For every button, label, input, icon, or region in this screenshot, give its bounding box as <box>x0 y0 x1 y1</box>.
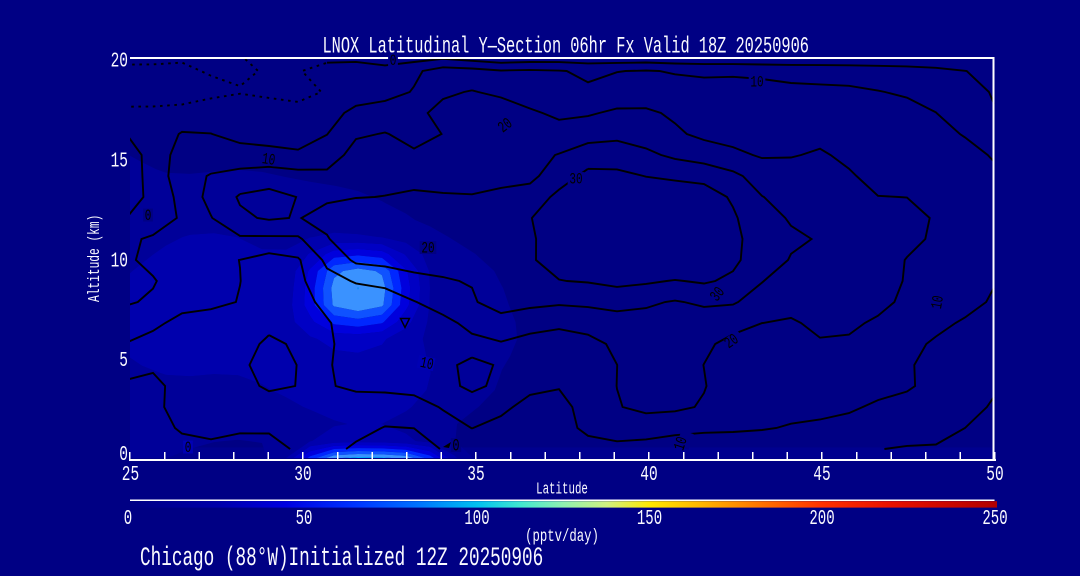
svg-text:10: 10 <box>750 75 763 92</box>
svg-text:15: 15 <box>111 150 128 173</box>
svg-text:0: 0 <box>124 508 132 532</box>
svg-text:25: 25 <box>122 464 139 487</box>
svg-text:40: 40 <box>640 464 657 487</box>
svg-text:45: 45 <box>813 464 830 487</box>
svg-text:10: 10 <box>111 250 128 273</box>
svg-text:(pptv/day): (pptv/day) <box>525 528 599 546</box>
svg-text:0: 0 <box>185 440 192 457</box>
svg-text:50: 50 <box>296 508 313 532</box>
svg-text:50: 50 <box>986 464 1003 487</box>
svg-text:Chicago (88°W)Initialized 12Z: Chicago (88°W)Initialized 12Z 20250906 <box>140 543 543 574</box>
svg-text:150: 150 <box>637 508 662 532</box>
svg-text:30: 30 <box>294 464 311 487</box>
svg-text:LNOX Latitudinal Y—Section 06h: LNOX Latitudinal Y—Section 06hr Fx Valid… <box>323 34 809 60</box>
svg-text:35: 35 <box>467 464 484 487</box>
svg-text:200: 200 <box>809 508 834 532</box>
svg-text:20: 20 <box>111 50 128 73</box>
svg-text:250: 250 <box>982 508 1007 532</box>
svg-text:Latitude: Latitude <box>536 480 588 499</box>
svg-text:0: 0 <box>390 53 397 70</box>
svg-text:Altitude (km): Altitude (km) <box>86 215 105 302</box>
svg-text:30: 30 <box>569 172 582 189</box>
svg-text:10: 10 <box>261 151 276 170</box>
svg-text:5: 5 <box>119 350 128 373</box>
svg-text:10: 10 <box>418 355 435 375</box>
svg-text:0: 0 <box>452 438 459 457</box>
svg-text:0: 0 <box>145 208 152 225</box>
svg-text:100: 100 <box>464 508 489 532</box>
svg-text:10: 10 <box>929 294 948 310</box>
svg-text:0: 0 <box>119 444 128 467</box>
svg-text:10: 10 <box>672 435 693 453</box>
svg-text:20: 20 <box>421 241 434 258</box>
